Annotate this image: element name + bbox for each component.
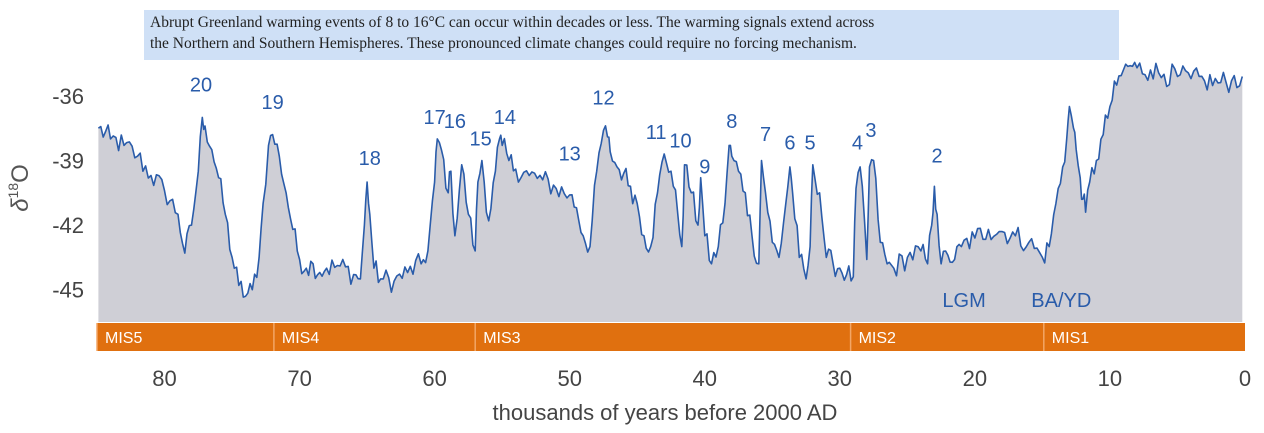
mis-band-segment	[97, 323, 274, 351]
y-axis-label-delta: δ	[7, 198, 34, 212]
annotation-box: Abrupt Greenland warming events of 8 to …	[144, 10, 1119, 60]
event-label: 14	[494, 107, 516, 129]
event-label: 10	[669, 131, 691, 153]
y-axis-label-o: O	[7, 164, 34, 183]
area-fill	[98, 62, 1243, 323]
mis-band-segment	[1043, 323, 1245, 351]
x-tick-label: 10	[1098, 366, 1122, 391]
event-label: 13	[559, 144, 581, 166]
mis-band-segment	[475, 323, 851, 351]
event-label: 20	[190, 75, 212, 97]
y-tick-label: -45	[52, 278, 84, 303]
mis-band-label: MIS4	[282, 330, 319, 347]
mis-band-label: MIS2	[859, 330, 896, 347]
x-tick-label: 20	[963, 366, 987, 391]
event-label: 7	[760, 124, 771, 146]
x-tick-label: 80	[152, 366, 176, 391]
event-label: 5	[805, 133, 816, 155]
plot-area	[97, 61, 1244, 323]
event-label: 4	[852, 133, 863, 155]
y-tick-label: -36	[52, 84, 84, 109]
x-axis: 80 70 60 50 40 30 20 10 0	[152, 366, 1251, 391]
event-label: LGM	[942, 290, 985, 312]
x-tick-label: 40	[693, 366, 717, 391]
y-axis-label: δ18O	[5, 164, 34, 212]
event-label: 16	[444, 111, 466, 133]
mis-band-label: MIS1	[1052, 330, 1089, 347]
event-label: 12	[592, 88, 614, 110]
annotation-line-2: the Northern and Southern Hemispheres. T…	[150, 35, 857, 52]
event-label: BA/YD	[1031, 290, 1091, 312]
mis-band-label: MIS3	[483, 330, 520, 347]
mis-band-segment	[273, 323, 476, 351]
event-label: 15	[469, 128, 491, 150]
y-tick-label: -39	[52, 149, 84, 174]
mis-band: MIS5 MIS4 MIS3 MIS2 MIS1	[96, 323, 1245, 351]
x-tick-label: 70	[287, 366, 311, 391]
x-tick-label: 0	[1239, 366, 1251, 391]
y-axis: -36 -39 -42 -45	[52, 84, 84, 303]
x-tick-label: 50	[557, 366, 581, 391]
y-tick-label: -42	[52, 213, 84, 238]
x-tick-label: 60	[422, 366, 446, 391]
mis-band-segment	[850, 323, 1044, 351]
event-label: 6	[784, 133, 795, 155]
series-line	[97, 61, 1244, 298]
event-label: 19	[261, 92, 283, 114]
mis-band-label: MIS5	[105, 330, 142, 347]
event-label: 11	[646, 122, 667, 144]
event-label: 8	[726, 111, 737, 133]
x-tick-label: 30	[828, 366, 852, 391]
event-label: 18	[359, 148, 381, 170]
event-label: 3	[865, 120, 876, 142]
x-axis-label: thousands of years before 2000 AD	[493, 400, 838, 425]
event-label: 9	[699, 156, 710, 178]
annotation-line-1: Abrupt Greenland warming events of 8 to …	[150, 14, 875, 31]
event-label: 2	[932, 146, 943, 168]
y-axis-label-super: 18	[5, 183, 21, 199]
event-label: 17	[423, 107, 445, 129]
